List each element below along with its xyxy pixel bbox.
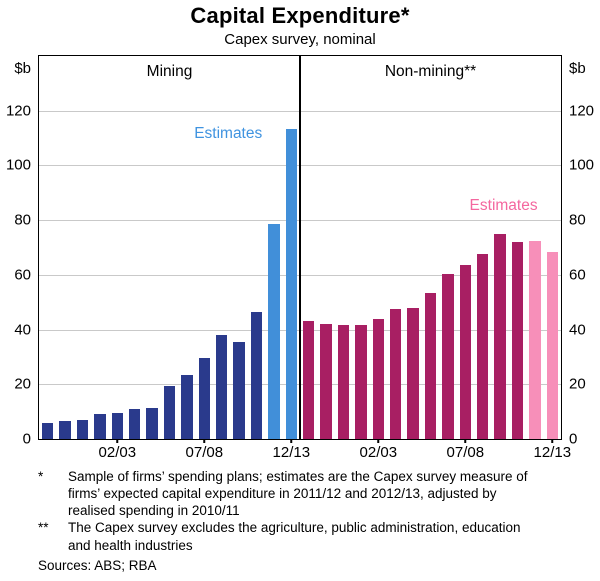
panel-mining-label: Mining [146,63,193,80]
bar [442,273,454,439]
bar [459,265,472,439]
bar [407,307,419,439]
y-axis-label-right: 100 [569,156,595,174]
y-axis-label-left: 80 [14,211,31,229]
sources-line: Sources: ABS; RBA [38,557,157,573]
bar [389,309,402,439]
bar [163,385,176,439]
bar [424,292,437,439]
x-axis-label: 02/03 [98,444,137,461]
bar [302,321,315,439]
estimate-bar [546,251,559,439]
bar [146,407,158,439]
estimate-bar [529,240,541,439]
bar [511,242,524,439]
footnotes: * Sample of firms’ spending plans; estim… [38,468,535,574]
footnote-1-text: Sample of firms’ spending plans; estimat… [68,469,528,519]
y-axis-label-left: 120 [5,102,31,120]
chart-title: Capital Expenditure* [190,3,410,28]
y-axis-label-right: 80 [569,211,586,229]
y-axis-label-left: 0 [22,430,31,448]
bar [337,325,350,439]
mining-estimates-annotation: Estimates [194,125,263,142]
x-axis-tick [203,439,206,443]
bar [355,325,367,439]
y-axis-label-left: 20 [14,375,31,393]
bar [215,335,228,439]
y-axis-label-right: 40 [569,321,586,339]
panel-non-mining: Non-mining** Estimates 02/03 07/08 12/13 [300,56,571,461]
y-axis-label-right: 20 [569,375,586,393]
bar [494,233,506,439]
y-axis-label-left: 60 [14,266,31,284]
non-mining-bars [300,56,561,439]
footnote-1: * Sample of firms’ spending plans; estim… [38,468,535,519]
bar [59,421,71,439]
estimate-bar [285,128,298,439]
bar [128,408,141,439]
y-axis-unit-left: $b [14,60,31,77]
x-axis-tick [377,439,380,443]
footnote-2-marker: ** [38,520,49,536]
x-axis-tick [290,439,293,443]
bar [76,419,89,439]
x-axis-label: 07/08 [185,444,224,461]
y-axis-label-right: 60 [569,266,586,284]
bar [41,422,54,439]
x-axis-label: 02/03 [359,444,398,461]
estimate-bar [268,224,280,439]
y-axis-label-left: 40 [14,321,31,339]
x-axis-label: 12/13 [272,444,311,461]
y-axis-label-right: 0 [569,430,578,448]
x-axis-label: 12/13 [533,444,572,461]
bar [198,358,211,439]
bar [320,324,332,439]
panel-non-mining-label: Non-mining** [384,63,477,80]
non-mining-estimates-annotation: Estimates [469,197,538,214]
footnote-2-text: The Capex survey excludes the agricultur… [68,520,521,553]
x-axis-label: 07/08 [446,444,485,461]
bar [111,413,124,439]
bar [250,311,263,439]
x-axis-tick [116,439,119,443]
y-axis-label-right: 120 [569,102,595,120]
bar [372,318,385,439]
panel-divider [299,56,301,439]
bar [181,374,193,439]
footnote-1-marker: * [38,469,44,484]
bar [476,254,489,439]
x-axis-tick [464,439,467,443]
x-axis-tick [551,439,554,443]
bar [94,414,106,439]
panel-mining: Mining Estimates 02/03 07/08 12/13 [39,56,310,461]
y-axis-unit-right: $b [569,60,586,77]
y-axis-label-left: 100 [5,156,31,174]
bar [233,341,245,439]
chart-subtitle: Capex survey, nominal [224,31,376,48]
plot-area: $b $b Mining Estimates 02/03 07/08 12/13 N… [6,55,594,461]
footnote-2: ** The Capex survey excludes the agricul… [38,519,535,553]
mining-bars [39,56,300,439]
